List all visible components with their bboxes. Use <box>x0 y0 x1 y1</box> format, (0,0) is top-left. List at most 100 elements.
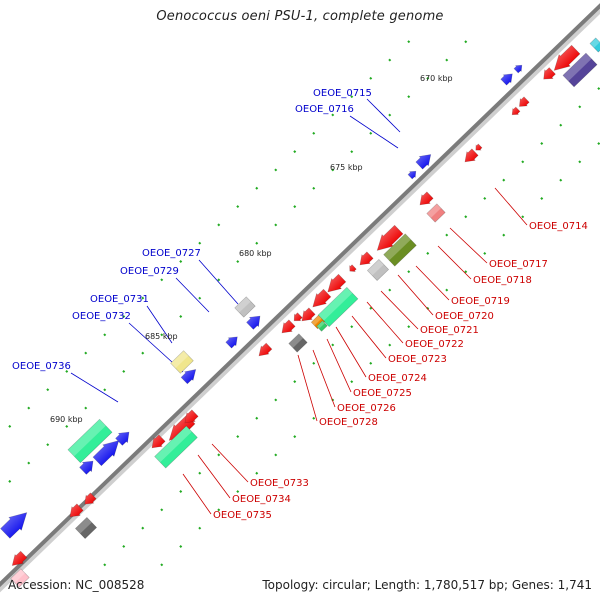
tick-mark <box>293 150 297 154</box>
tick-mark <box>540 142 544 145</box>
tick-mark <box>236 490 240 494</box>
gene-0740-shape-shape <box>10 568 30 588</box>
gene-0726b-shape <box>310 314 326 330</box>
callout-line-minus <box>335 326 367 378</box>
gene-0738-feature-shine <box>0 512 27 539</box>
gene-0731b-feature-shape <box>170 350 194 374</box>
gene-features <box>0 37 600 588</box>
gene-0733b-shape <box>154 425 198 469</box>
tick-mark <box>293 380 297 384</box>
gene-0722-shape-shine <box>327 274 346 292</box>
tick-mark <box>255 241 259 245</box>
gene-label-oeoe-0721[interactable]: OEOE_0721 <box>420 325 479 336</box>
gene-0738-feature <box>0 512 28 539</box>
gene-label-oeoe-0722[interactable]: OEOE_0722 <box>405 339 464 350</box>
tick-mark <box>160 278 164 282</box>
gene-label-oeoe-0724[interactable]: OEOE_0724 <box>368 373 427 384</box>
gene-red-small-shine <box>519 96 530 107</box>
gene-0736-feature <box>67 418 113 464</box>
tick-mark <box>407 270 411 274</box>
gene-label-oeoe-0729[interactable]: OEOE_0729 <box>120 266 179 277</box>
tick-mark <box>217 453 221 457</box>
tick-mark <box>312 416 316 420</box>
tick-mark <box>160 563 164 567</box>
tick-mark <box>426 251 430 255</box>
gene-0714-shape-shine <box>464 148 479 162</box>
gene-0739-shape-shine <box>12 551 27 566</box>
callout-line-minus <box>326 338 352 393</box>
gene-0728-shape-shape <box>288 333 308 353</box>
gene-0721-shape <box>359 251 374 266</box>
tick-mark <box>122 370 126 373</box>
gene-label-oeoe-0735[interactable]: OEOE_0735 <box>213 510 272 521</box>
gene-0738-shape-shape <box>74 516 98 540</box>
tick-mark <box>27 461 31 465</box>
gene-label-oeoe-0736[interactable]: OEOE_0736 <box>12 361 71 372</box>
gene-0727-feature-shape <box>234 296 256 318</box>
gene-label-oeoe-0727[interactable]: OEOE_0727 <box>142 248 201 259</box>
minus-strand-labels: OEOE_0714 OEOE_0717 OEOE_0718 OEOE_0719 … <box>213 221 588 521</box>
tick-mark <box>255 471 259 475</box>
tick-mark <box>65 369 69 373</box>
gene-0736d-feature-shine <box>79 461 94 475</box>
tick-mark <box>103 563 107 567</box>
gene-label-oeoe-0731[interactable]: OEOE_0731 <box>90 294 149 305</box>
gene-label-oeoe-0714[interactable]: OEOE_0714 <box>529 221 588 232</box>
callout-line-minus <box>494 187 528 226</box>
gene-label-oeoe-0734[interactable]: OEOE_0734 <box>232 494 291 505</box>
tick-mark <box>445 233 449 237</box>
tick-mark <box>388 343 392 347</box>
gene-0718-shape-shape <box>426 203 446 223</box>
gene-0731-feature-shine <box>225 336 238 349</box>
gene-red-small <box>543 67 556 80</box>
gene-0711-shape-shine <box>589 37 600 48</box>
gene-0729-shape <box>258 342 273 357</box>
tick-mark <box>141 296 145 300</box>
tick-mark <box>8 479 12 483</box>
gene-0738-shape-shine <box>75 517 92 534</box>
gene-0726c-shape-shine <box>316 320 325 329</box>
gene-red-small <box>511 106 521 116</box>
gene-0712-shape-shine <box>562 53 592 82</box>
tick-mark <box>293 205 297 209</box>
gene-label-oeoe-0720[interactable]: OEOE_0720 <box>435 311 494 322</box>
gene-label-oeoe-0728[interactable]: OEOE_0728 <box>319 417 378 428</box>
gene-0712-shape-shape <box>562 52 598 88</box>
tick-mark <box>445 58 449 62</box>
gene-label-oeoe-0715[interactable]: OEOE_0715 <box>313 88 372 99</box>
backbone-shadow <box>0 5 600 593</box>
callout-line-minus <box>197 454 231 499</box>
tick-mark <box>236 435 240 439</box>
tick-mark <box>27 406 31 410</box>
gene-0727-feature-shine <box>234 296 251 313</box>
callout-line-minus <box>366 301 404 344</box>
gene-0740-shape-shine <box>10 568 26 583</box>
callout-lines <box>70 98 528 515</box>
callout-line-minus <box>312 349 336 408</box>
gene-label-oeoe-0717[interactable]: OEOE_0717 <box>489 259 548 270</box>
tick-mark <box>331 343 335 347</box>
gene-0712-shape <box>562 52 598 88</box>
gene-label-oeoe-0733[interactable]: OEOE_0733 <box>250 478 309 489</box>
tick-mark <box>521 215 525 219</box>
gene-label-oeoe-0718[interactable]: OEOE_0718 <box>473 275 532 286</box>
gene-label-oeoe-0723[interactable]: OEOE_0723 <box>388 354 447 365</box>
gene-label-oeoe-0716[interactable]: OEOE_0716 <box>295 104 354 115</box>
gene-0719-shape <box>376 224 404 251</box>
gene-label-oeoe-0725[interactable]: OEOE_0725 <box>353 388 412 399</box>
gene-label-oeoe-0732[interactable]: OEOE_0732 <box>72 311 131 322</box>
scale-label-670: 670 kbp <box>420 74 453 83</box>
callout-line-minus <box>397 274 434 316</box>
tick-mark <box>236 260 240 264</box>
gene-label-oeoe-0719[interactable]: OEOE_0719 <box>451 296 510 307</box>
gene-label-oeoe-0726[interactable]: OEOE_0726 <box>337 403 396 414</box>
gene-0740-shape <box>10 568 30 588</box>
tick-mark <box>464 270 468 274</box>
gene-0731-feature <box>225 336 238 349</box>
tick-mark <box>179 545 183 548</box>
gene-0733b-shape-shape <box>154 425 198 469</box>
tick-mark <box>407 325 411 329</box>
callout-line-plus <box>366 98 401 133</box>
